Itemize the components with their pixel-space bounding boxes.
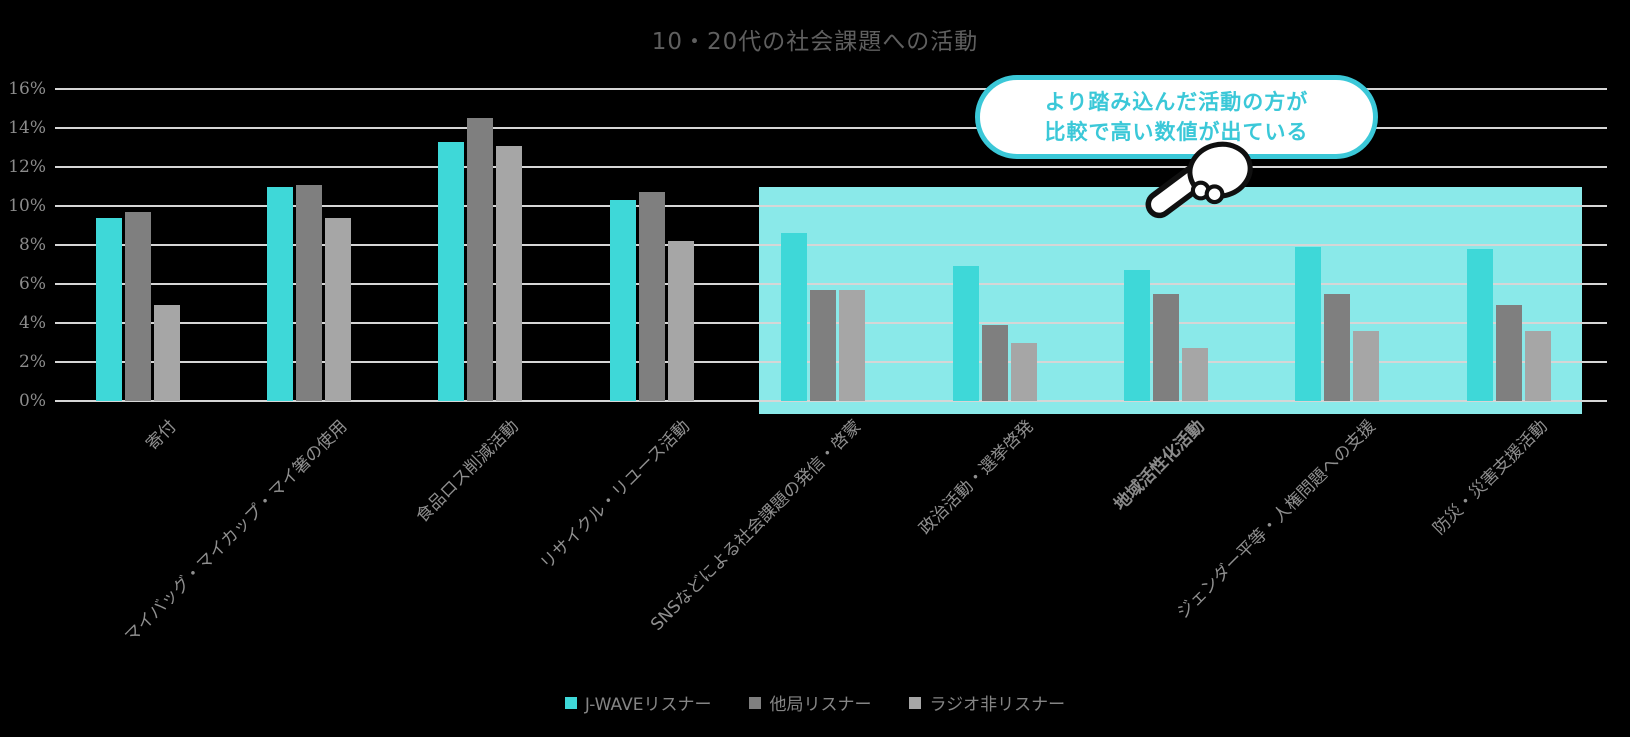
bar xyxy=(153,305,180,401)
bar xyxy=(1152,293,1179,402)
legend-swatch xyxy=(564,696,577,709)
bar xyxy=(1495,305,1522,401)
bar xyxy=(438,141,465,401)
x-axis-category-label: 防災・災害支援活動 xyxy=(1429,416,1552,539)
x-axis: 寄付 マイバッグ・マイカップ・マイ箸の使用 食品ロス削減活動 リサイクル・リユース活動… xyxy=(55,401,1607,701)
bar xyxy=(1353,330,1380,401)
bar xyxy=(1524,330,1551,401)
legend-label: J-WAVEリスナー xyxy=(584,695,712,715)
bar xyxy=(1295,246,1322,401)
x-axis-category-label: ジェンダー平等・人権問題への支援 xyxy=(1173,416,1380,624)
bar xyxy=(266,186,293,401)
legend-item: ラジオ非リスナー xyxy=(909,690,1065,715)
bar xyxy=(839,289,866,401)
y-axis-tick-label: 10% xyxy=(8,196,46,216)
x-axis-category-label: 地域活性化活動 xyxy=(1110,416,1209,515)
bar xyxy=(781,233,808,401)
bar xyxy=(496,145,523,401)
bar xyxy=(324,217,351,401)
bar xyxy=(638,192,665,401)
annotation-callout: より踏み込んだ活動の方が 比較で高い数値が出ている xyxy=(975,75,1378,159)
bar xyxy=(95,217,122,401)
legend-label: ラジオ非リスナー xyxy=(929,695,1066,715)
gridline xyxy=(55,166,1607,168)
legend-label: 他局リスナー xyxy=(769,695,872,715)
bar xyxy=(1010,342,1037,401)
pointing-hand-icon xyxy=(1145,141,1253,219)
bar xyxy=(609,200,636,401)
x-axis-category-label: 寄付 xyxy=(141,416,181,455)
gridline xyxy=(55,205,1607,207)
y-axis-tick-label: 4% xyxy=(19,313,46,333)
y-axis-tick-label: 14% xyxy=(8,118,46,138)
y-axis-tick-label: 8% xyxy=(19,235,46,255)
y-axis-tick-label: 12% xyxy=(8,157,46,177)
gridline xyxy=(55,244,1607,246)
y-axis-tick-label: 6% xyxy=(19,274,46,294)
chart-title: 10・20代の社会課題への活動 xyxy=(651,29,979,55)
annotation-line-2: 比較で高い数値が出ている xyxy=(1044,120,1309,144)
legend-item: 他局リスナー xyxy=(749,690,871,715)
legend-swatch xyxy=(749,696,762,709)
bar xyxy=(295,184,322,401)
y-axis: 0% 2% 4% 6% 8% 10% 12% 14% 16% xyxy=(0,79,46,411)
bar xyxy=(810,289,837,401)
bar xyxy=(124,211,151,401)
y-axis-tick-label: 0% xyxy=(19,391,46,411)
y-axis-tick-label: 16% xyxy=(8,79,46,99)
bar xyxy=(1324,293,1351,402)
gridline xyxy=(55,400,1607,402)
bar xyxy=(1123,270,1150,401)
x-axis-category-label: 政治活動・選挙啓発 xyxy=(914,416,1038,539)
gridline xyxy=(55,283,1607,285)
legend: J-WAVEリスナー 他局リスナー ラジオ非リスナー xyxy=(0,690,1630,715)
bar xyxy=(667,241,694,401)
gridline xyxy=(55,127,1607,129)
x-axis-category-label: リサイクル・リユース活動 xyxy=(537,416,695,574)
y-axis-tick-label: 2% xyxy=(19,352,46,372)
plot-area xyxy=(55,88,1607,414)
bar xyxy=(1181,348,1208,402)
x-axis-category-label: 食品ロス削減活動 xyxy=(412,416,523,527)
annotation-line-1: より踏み込んだ活動の方が xyxy=(1044,90,1309,114)
bar xyxy=(981,324,1008,401)
bar xyxy=(1466,248,1493,401)
bar xyxy=(467,118,494,402)
legend-item: J-WAVEリスナー xyxy=(564,690,712,715)
bar xyxy=(952,266,979,401)
legend-swatch xyxy=(909,696,922,709)
gridline xyxy=(55,88,1607,90)
